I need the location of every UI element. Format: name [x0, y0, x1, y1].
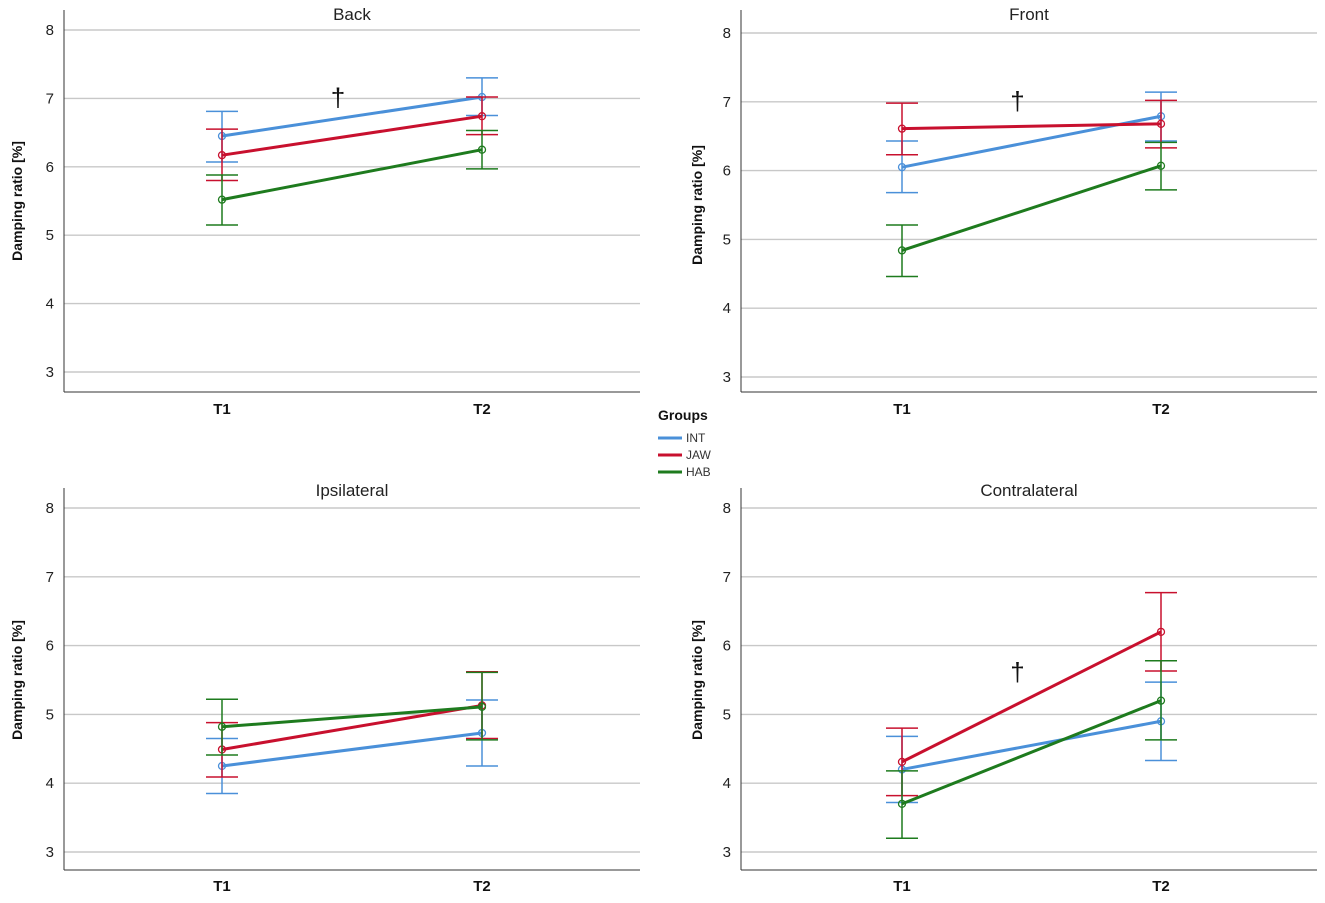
y-tick-label: 5	[723, 231, 731, 248]
y-tick-label: 6	[46, 159, 54, 176]
y-tick-label: 5	[46, 706, 54, 723]
x-tick-label-t2: T2	[1152, 878, 1170, 895]
y-tick-label: 7	[723, 94, 731, 111]
significance-marker: †	[331, 82, 345, 112]
x-tick-label-t2: T2	[473, 401, 491, 418]
x-tick-label-t1: T1	[893, 401, 911, 418]
series-line-hab	[221, 148, 483, 202]
y-tick-label: 7	[46, 569, 54, 586]
series-line-jaw	[221, 703, 483, 751]
significance-marker: †	[1010, 657, 1024, 687]
series-line-hab	[901, 164, 1162, 252]
data-point-jaw	[217, 151, 227, 160]
legend-label-hab: HAB	[686, 465, 711, 479]
panel-title: Contralateral	[980, 481, 1077, 500]
legend-title: Groups	[658, 407, 708, 423]
data-point-jaw	[897, 124, 907, 133]
y-tick-label: 6	[46, 638, 54, 655]
panel-title: Ipsilateral	[316, 481, 389, 500]
x-tick-label-t2: T2	[473, 878, 491, 895]
data-point-hab	[217, 722, 227, 731]
data-point-hab	[897, 246, 907, 255]
y-tick-label: 8	[723, 500, 731, 517]
y-tick-label: 4	[46, 296, 54, 313]
significance-marker: †	[1010, 86, 1024, 116]
y-tick-label: 4	[723, 300, 731, 317]
legend-label-int: INT	[686, 431, 706, 445]
series-line-jaw	[901, 122, 1162, 131]
panel-title: Back	[333, 5, 371, 24]
legend-label-jaw: JAW	[686, 448, 712, 462]
y-tick-label: 7	[723, 569, 731, 586]
panel-contralateral: 3 4 5 6 7 8 Contralateral Damping ratio [%] T1 T2…	[689, 481, 1317, 895]
x-tick-label-t1: T1	[213, 401, 231, 418]
data-point-hab	[477, 702, 487, 711]
panel-ipsilateral: 3 4 5 6 7 8 Ipsilateral Damping ratio [%] T1 T2	[9, 481, 640, 895]
panel-front: 3 4 5 6 7 8 Front Damping ratio [%] T1 T2 †	[689, 5, 1317, 418]
series-line-int	[221, 731, 483, 768]
data-point-hab	[217, 195, 227, 204]
y-tick-label: 3	[723, 844, 731, 861]
series-line-int	[221, 95, 483, 138]
panel-back: 3 4 5 6 7 8 Back Damping ratio [%] T1 T2 †	[9, 5, 640, 418]
y-tick-label: 8	[46, 22, 54, 39]
y-axis-label: Damping ratio [%]	[689, 620, 705, 740]
data-point-hab	[1156, 696, 1166, 705]
y-axis-label: Damping ratio [%]	[9, 620, 25, 740]
y-tick-label: 4	[46, 775, 54, 792]
legend: Groups INT JAW HAB	[658, 407, 712, 479]
y-tick-label: 6	[723, 163, 731, 180]
data-point-int	[897, 163, 907, 172]
data-point-hab	[477, 145, 487, 154]
data-point-hab	[1156, 161, 1166, 170]
data-point-jaw	[1156, 627, 1166, 636]
y-tick-label: 6	[723, 638, 731, 655]
y-tick-label: 3	[723, 369, 731, 386]
x-tick-label-t2: T2	[1152, 401, 1170, 418]
series-line-int	[901, 719, 1162, 771]
data-point-hab	[897, 799, 907, 808]
y-tick-label: 8	[723, 25, 731, 42]
x-tick-label-t1: T1	[893, 878, 911, 895]
series-line-hab	[221, 705, 483, 729]
y-axis-label: Damping ratio [%]	[9, 141, 25, 261]
series-line-jaw	[901, 630, 1162, 764]
y-tick-label: 5	[46, 227, 54, 244]
y-tick-label: 7	[46, 90, 54, 107]
y-tick-label: 4	[723, 775, 731, 792]
y-tick-label: 5	[723, 706, 731, 723]
series-line-hab	[901, 699, 1162, 806]
x-tick-label-t1: T1	[213, 878, 231, 895]
y-tick-label: 3	[46, 364, 54, 381]
panel-title: Front	[1009, 5, 1049, 24]
data-point-jaw	[1156, 119, 1166, 128]
series-line-jaw	[221, 114, 483, 157]
data-point-jaw	[477, 112, 487, 121]
y-tick-label: 8	[46, 500, 54, 517]
data-point-jaw	[897, 757, 907, 767]
y-axis-label: Damping ratio [%]	[689, 145, 705, 265]
y-tick-label: 3	[46, 844, 54, 861]
